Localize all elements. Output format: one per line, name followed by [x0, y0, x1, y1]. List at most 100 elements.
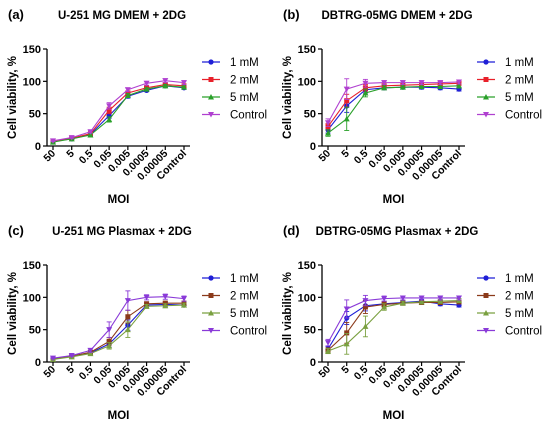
legend-entry: 1 mM: [202, 273, 259, 285]
data-point: [456, 295, 462, 301]
legend-marker: [483, 293, 489, 298]
data-point: [418, 298, 425, 305]
legend-marker: [483, 275, 489, 281]
data-point: [325, 130, 331, 136]
legend-marker: [483, 112, 489, 118]
series-5-mm: [325, 82, 462, 137]
series-line: [52, 303, 185, 360]
chart-title: U-251 MG Plasmax + 2DG: [52, 226, 192, 238]
legend-label: 5 mM: [230, 308, 259, 320]
data-point: [106, 107, 112, 113]
y-tick-label: 100: [23, 292, 41, 304]
x-tick-label: 5: [64, 148, 77, 161]
x-axis-label: MOI: [108, 194, 130, 206]
series-control: [50, 78, 187, 144]
series-line: [52, 296, 185, 359]
x-tick-label: 50: [41, 364, 58, 381]
series-5-mm: [50, 302, 187, 362]
x-tick-label: 50: [316, 148, 333, 165]
series-line: [327, 297, 459, 343]
series-line: [327, 82, 460, 127]
data-point: [418, 83, 425, 90]
legend-marker: [208, 310, 214, 316]
series-line: [52, 304, 185, 360]
legend-entry: Control: [477, 110, 542, 122]
legend-entry: Control: [202, 110, 267, 122]
data-point: [125, 314, 131, 320]
data-point: [456, 82, 462, 89]
legend-entry: 2 mM: [477, 75, 534, 87]
series-1-mm: [50, 83, 187, 145]
data-point: [399, 295, 406, 301]
series-line: [327, 86, 460, 131]
legend-label: 5 mM: [505, 308, 534, 320]
legend-entry: 5 mM: [202, 308, 259, 320]
data-point: [181, 84, 187, 90]
legend-label: Control: [505, 110, 542, 122]
series-line: [52, 302, 184, 360]
data-point: [344, 98, 350, 104]
chart-title: DBTRG-05MG DMEM + 2DG: [321, 10, 472, 22]
y-tick-label: 0: [310, 141, 316, 153]
data-point: [162, 82, 169, 89]
y-tick-label: 100: [298, 76, 316, 88]
y-tick-label: 0: [310, 357, 316, 369]
y-tick-label: 100: [23, 76, 41, 88]
data-point: [399, 84, 406, 90]
panel-label: (d): [283, 223, 300, 238]
data-point: [106, 338, 112, 344]
data-point: [106, 342, 113, 349]
legend-marker: [483, 77, 489, 82]
legend-marker: [483, 94, 489, 100]
legend-marker: [483, 328, 489, 334]
legend-label: 2 mM: [230, 75, 259, 87]
series-control: [325, 78, 462, 128]
y-tick-label: 150: [23, 260, 41, 272]
data-point: [456, 79, 462, 85]
data-point: [68, 353, 75, 359]
series-line: [327, 85, 460, 134]
series-1-mm: [50, 301, 187, 362]
legend-entry: 1 mM: [477, 57, 534, 69]
data-point: [325, 348, 331, 354]
data-point: [50, 355, 56, 362]
series-1-mm: [325, 84, 462, 134]
panel-label: (c): [8, 223, 24, 238]
data-point: [437, 295, 444, 301]
series-2-mm: [50, 82, 187, 144]
chart-title: DBTRG-05MG Plasmax + 2DG: [316, 226, 479, 238]
data-point: [343, 306, 350, 312]
legend-marker: [483, 310, 489, 316]
legend-entry: 5 mM: [477, 92, 534, 104]
legend-entry: 2 mM: [202, 75, 259, 87]
data-point: [437, 83, 444, 90]
data-point: [362, 304, 368, 310]
y-axis-label: Cell viability, %: [282, 272, 294, 355]
series-2-mm: [50, 300, 187, 362]
legend-entry: 2 mM: [202, 291, 259, 303]
data-point: [87, 347, 94, 354]
legend-marker: [208, 293, 214, 298]
legend-label: Control: [505, 326, 542, 338]
y-tick-label: 100: [298, 292, 316, 304]
data-point: [343, 340, 350, 347]
data-point: [362, 323, 369, 329]
series-line: [52, 85, 185, 143]
legend-label: 2 mM: [230, 291, 259, 303]
y-axis-label: Cell viability, %: [282, 56, 294, 139]
data-point: [106, 116, 113, 122]
y-tick-label: 150: [23, 44, 41, 56]
data-point: [381, 304, 388, 310]
x-tick-label: 5: [64, 364, 77, 377]
legend-label: Control: [230, 326, 267, 338]
x-tick-label: 5: [339, 364, 352, 377]
data-point: [181, 296, 187, 302]
data-point: [343, 86, 350, 93]
y-axis-label: Cell viability, %: [7, 272, 19, 355]
x-tick-label: 50: [41, 148, 58, 165]
data-point: [124, 87, 131, 93]
